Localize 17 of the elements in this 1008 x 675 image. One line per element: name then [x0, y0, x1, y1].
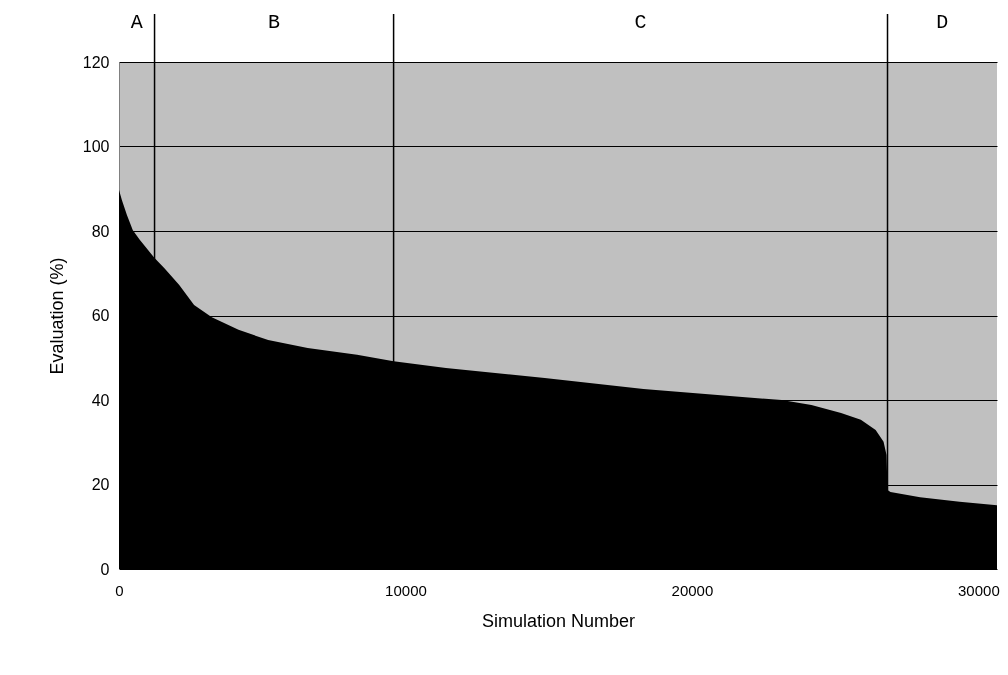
- y-tick-label: 120: [82, 53, 110, 71]
- y-tick-label: 100: [82, 138, 110, 155]
- y-tick-label: 20: [91, 476, 110, 493]
- y-tick-label: 40: [91, 391, 110, 409]
- text: C: [634, 11, 647, 34]
- text: B: [268, 11, 281, 34]
- x-tick-label: 20000: [671, 581, 714, 599]
- y-tick-label: 60: [91, 307, 110, 324]
- y-tick-label: 0: [100, 560, 110, 578]
- text: D: [936, 11, 949, 34]
- y-axis-title: Evaluation (%): [46, 257, 67, 375]
- y-tick-label: 80: [91, 222, 110, 240]
- x-axis-title: Simulation Number: [481, 610, 636, 631]
- x-tick-label: 0: [115, 581, 124, 599]
- x-tick-label: 10000: [385, 581, 427, 599]
- text: A: [130, 11, 143, 34]
- x-tick-label: 30000: [958, 581, 1000, 599]
